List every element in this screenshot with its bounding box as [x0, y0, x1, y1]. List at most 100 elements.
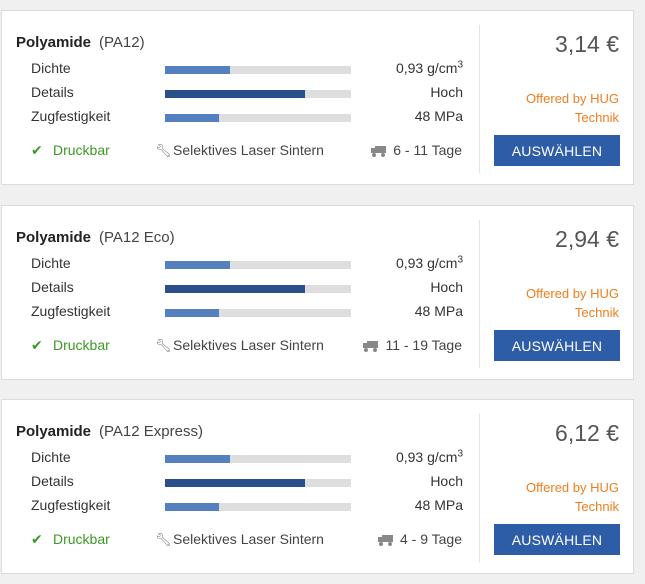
density-value: 0,93 g/cm: [395, 449, 458, 465]
property-label: Dichte: [31, 60, 71, 76]
property-value: 0,93 g/cm3: [396, 449, 463, 465]
material-name: Polyamide: [16, 423, 92, 440]
details-bar-fill: [165, 90, 305, 98]
delivery-label: 4 - 9 Tage: [399, 531, 462, 547]
offered-by: Offered by HUG Technik: [526, 286, 619, 320]
density-bar-fill: [165, 261, 231, 269]
density-value: 0,93 g/cm: [395, 255, 458, 271]
price: 6,12 €: [555, 420, 619, 446]
property-value: 48 MPa: [414, 108, 463, 124]
density-value: 0,93 g/cm: [395, 60, 458, 76]
tensile-strength-bar: [165, 114, 351, 122]
details-bar-fill: [165, 285, 305, 293]
price: 2,94 €: [555, 226, 619, 252]
material-variant: (PA12 Eco): [99, 229, 175, 246]
density-unit-exponent: 3: [457, 59, 463, 71]
printable-status: ✔ Druckbar: [31, 142, 110, 162]
density-bar: [165, 455, 351, 463]
process-label: Selektives Laser Sintern: [173, 337, 324, 353]
printable-label: Druckbar: [53, 142, 110, 158]
wrench-icon: 🔧︎: [155, 143, 172, 158]
wrench-icon: 🔧︎: [155, 338, 172, 353]
property-row-details: Details Hoch: [31, 473, 463, 493]
details-bar: [165, 479, 351, 487]
select-button[interactable]: AUSWÄHLEN: [494, 135, 620, 166]
tensile-strength-bar-fill: [165, 503, 219, 511]
tensile-strength-bar: [165, 503, 351, 511]
process-label: Selektives Laser Sintern: [173, 531, 324, 547]
offered-by: Offered by HUG Technik: [526, 480, 619, 514]
material-title: Polyamide (PA12 Eco): [16, 229, 175, 246]
card-divider: [479, 414, 480, 562]
process-info: 🔧︎Selektives Laser Sintern: [155, 531, 324, 551]
material-card: Polyamide (PA12) Dichte 0,93 g/cm3 Detail…: [1, 10, 634, 185]
property-label: Details: [31, 84, 74, 100]
select-button[interactable]: AUSWÄHLEN: [494, 524, 620, 555]
density-unit-exponent: 3: [457, 448, 463, 460]
property-value: Hoch: [430, 84, 463, 100]
details-bar: [165, 90, 351, 98]
offered-by: Offered by HUG Technik: [526, 91, 619, 125]
density-bar: [165, 66, 351, 74]
check-icon: ✔: [31, 531, 43, 547]
printable-status: ✔ Druckbar: [31, 531, 110, 551]
printable-label: Druckbar: [53, 337, 110, 353]
material-variant: (PA12): [99, 34, 145, 51]
card-divider: [479, 220, 480, 368]
property-row-tensile-strength: Zugfestigkeit 48 MPa: [31, 497, 463, 517]
delivery-time: 6 - 11 Tage: [371, 142, 462, 162]
delivery-time: 4 - 9 Tage: [377, 531, 462, 551]
process-label: Selektives Laser Sintern: [173, 142, 324, 158]
property-value: 48 MPa: [414, 303, 463, 319]
material-variant: (PA12 Express): [99, 423, 203, 440]
details-bar-fill: [165, 479, 305, 487]
tensile-strength-bar-fill: [165, 309, 219, 317]
material-title: Polyamide (PA12): [16, 34, 145, 51]
process-info: 🔧︎Selektives Laser Sintern: [155, 337, 324, 357]
details-bar: [165, 285, 351, 293]
density-bar-fill: [165, 66, 231, 74]
truck-icon: [363, 341, 379, 352]
printable-status: ✔ Druckbar: [31, 337, 110, 357]
printable-label: Druckbar: [53, 531, 110, 547]
select-button[interactable]: AUSWÄHLEN: [494, 330, 620, 361]
process-info: 🔧︎Selektives Laser Sintern: [155, 142, 324, 162]
property-value: 0,93 g/cm3: [396, 255, 463, 271]
truck-icon: [377, 535, 393, 546]
property-label: Zugfestigkeit: [31, 303, 111, 319]
delivery-label: 11 - 19 Tage: [385, 337, 462, 353]
density-unit-exponent: 3: [457, 254, 463, 266]
price: 3,14 €: [555, 31, 619, 57]
material-name: Polyamide: [16, 229, 92, 246]
property-label: Details: [31, 279, 74, 295]
property-row-details: Details Hoch: [31, 279, 463, 299]
density-bar: [165, 261, 351, 269]
property-row-details: Details Hoch: [31, 84, 463, 104]
material-card: Polyamide (PA12 Eco) Dichte 0,93 g/cm3 De…: [1, 205, 634, 380]
material-name: Polyamide: [16, 34, 92, 51]
material-title: Polyamide (PA12 Express): [16, 423, 203, 440]
property-row-density: Dichte 0,93 g/cm3: [31, 449, 463, 469]
property-label: Zugfestigkeit: [31, 497, 111, 513]
wrench-icon: 🔧︎: [155, 532, 172, 547]
tensile-strength-bar-fill: [165, 114, 219, 122]
truck-icon: [371, 146, 387, 157]
property-label: Dichte: [31, 449, 71, 465]
property-row-tensile-strength: Zugfestigkeit 48 MPa: [31, 108, 463, 128]
property-label: Details: [31, 473, 74, 489]
material-card: Polyamide (PA12 Express) Dichte 0,93 g/cm…: [1, 399, 634, 574]
property-row-density: Dichte 0,93 g/cm3: [31, 60, 463, 80]
density-bar-fill: [165, 455, 231, 463]
property-value: Hoch: [430, 473, 463, 489]
check-icon: ✔: [31, 337, 43, 353]
property-value: 48 MPa: [414, 497, 463, 513]
delivery-time: 11 - 19 Tage: [363, 337, 462, 357]
card-divider: [479, 25, 480, 173]
property-value: Hoch: [430, 279, 463, 295]
property-value: 0,93 g/cm3: [396, 60, 463, 76]
delivery-label: 6 - 11 Tage: [393, 142, 462, 158]
property-label: Zugfestigkeit: [31, 108, 111, 124]
check-icon: ✔: [31, 142, 43, 158]
tensile-strength-bar: [165, 309, 351, 317]
property-row-tensile-strength: Zugfestigkeit 48 MPa: [31, 303, 463, 323]
